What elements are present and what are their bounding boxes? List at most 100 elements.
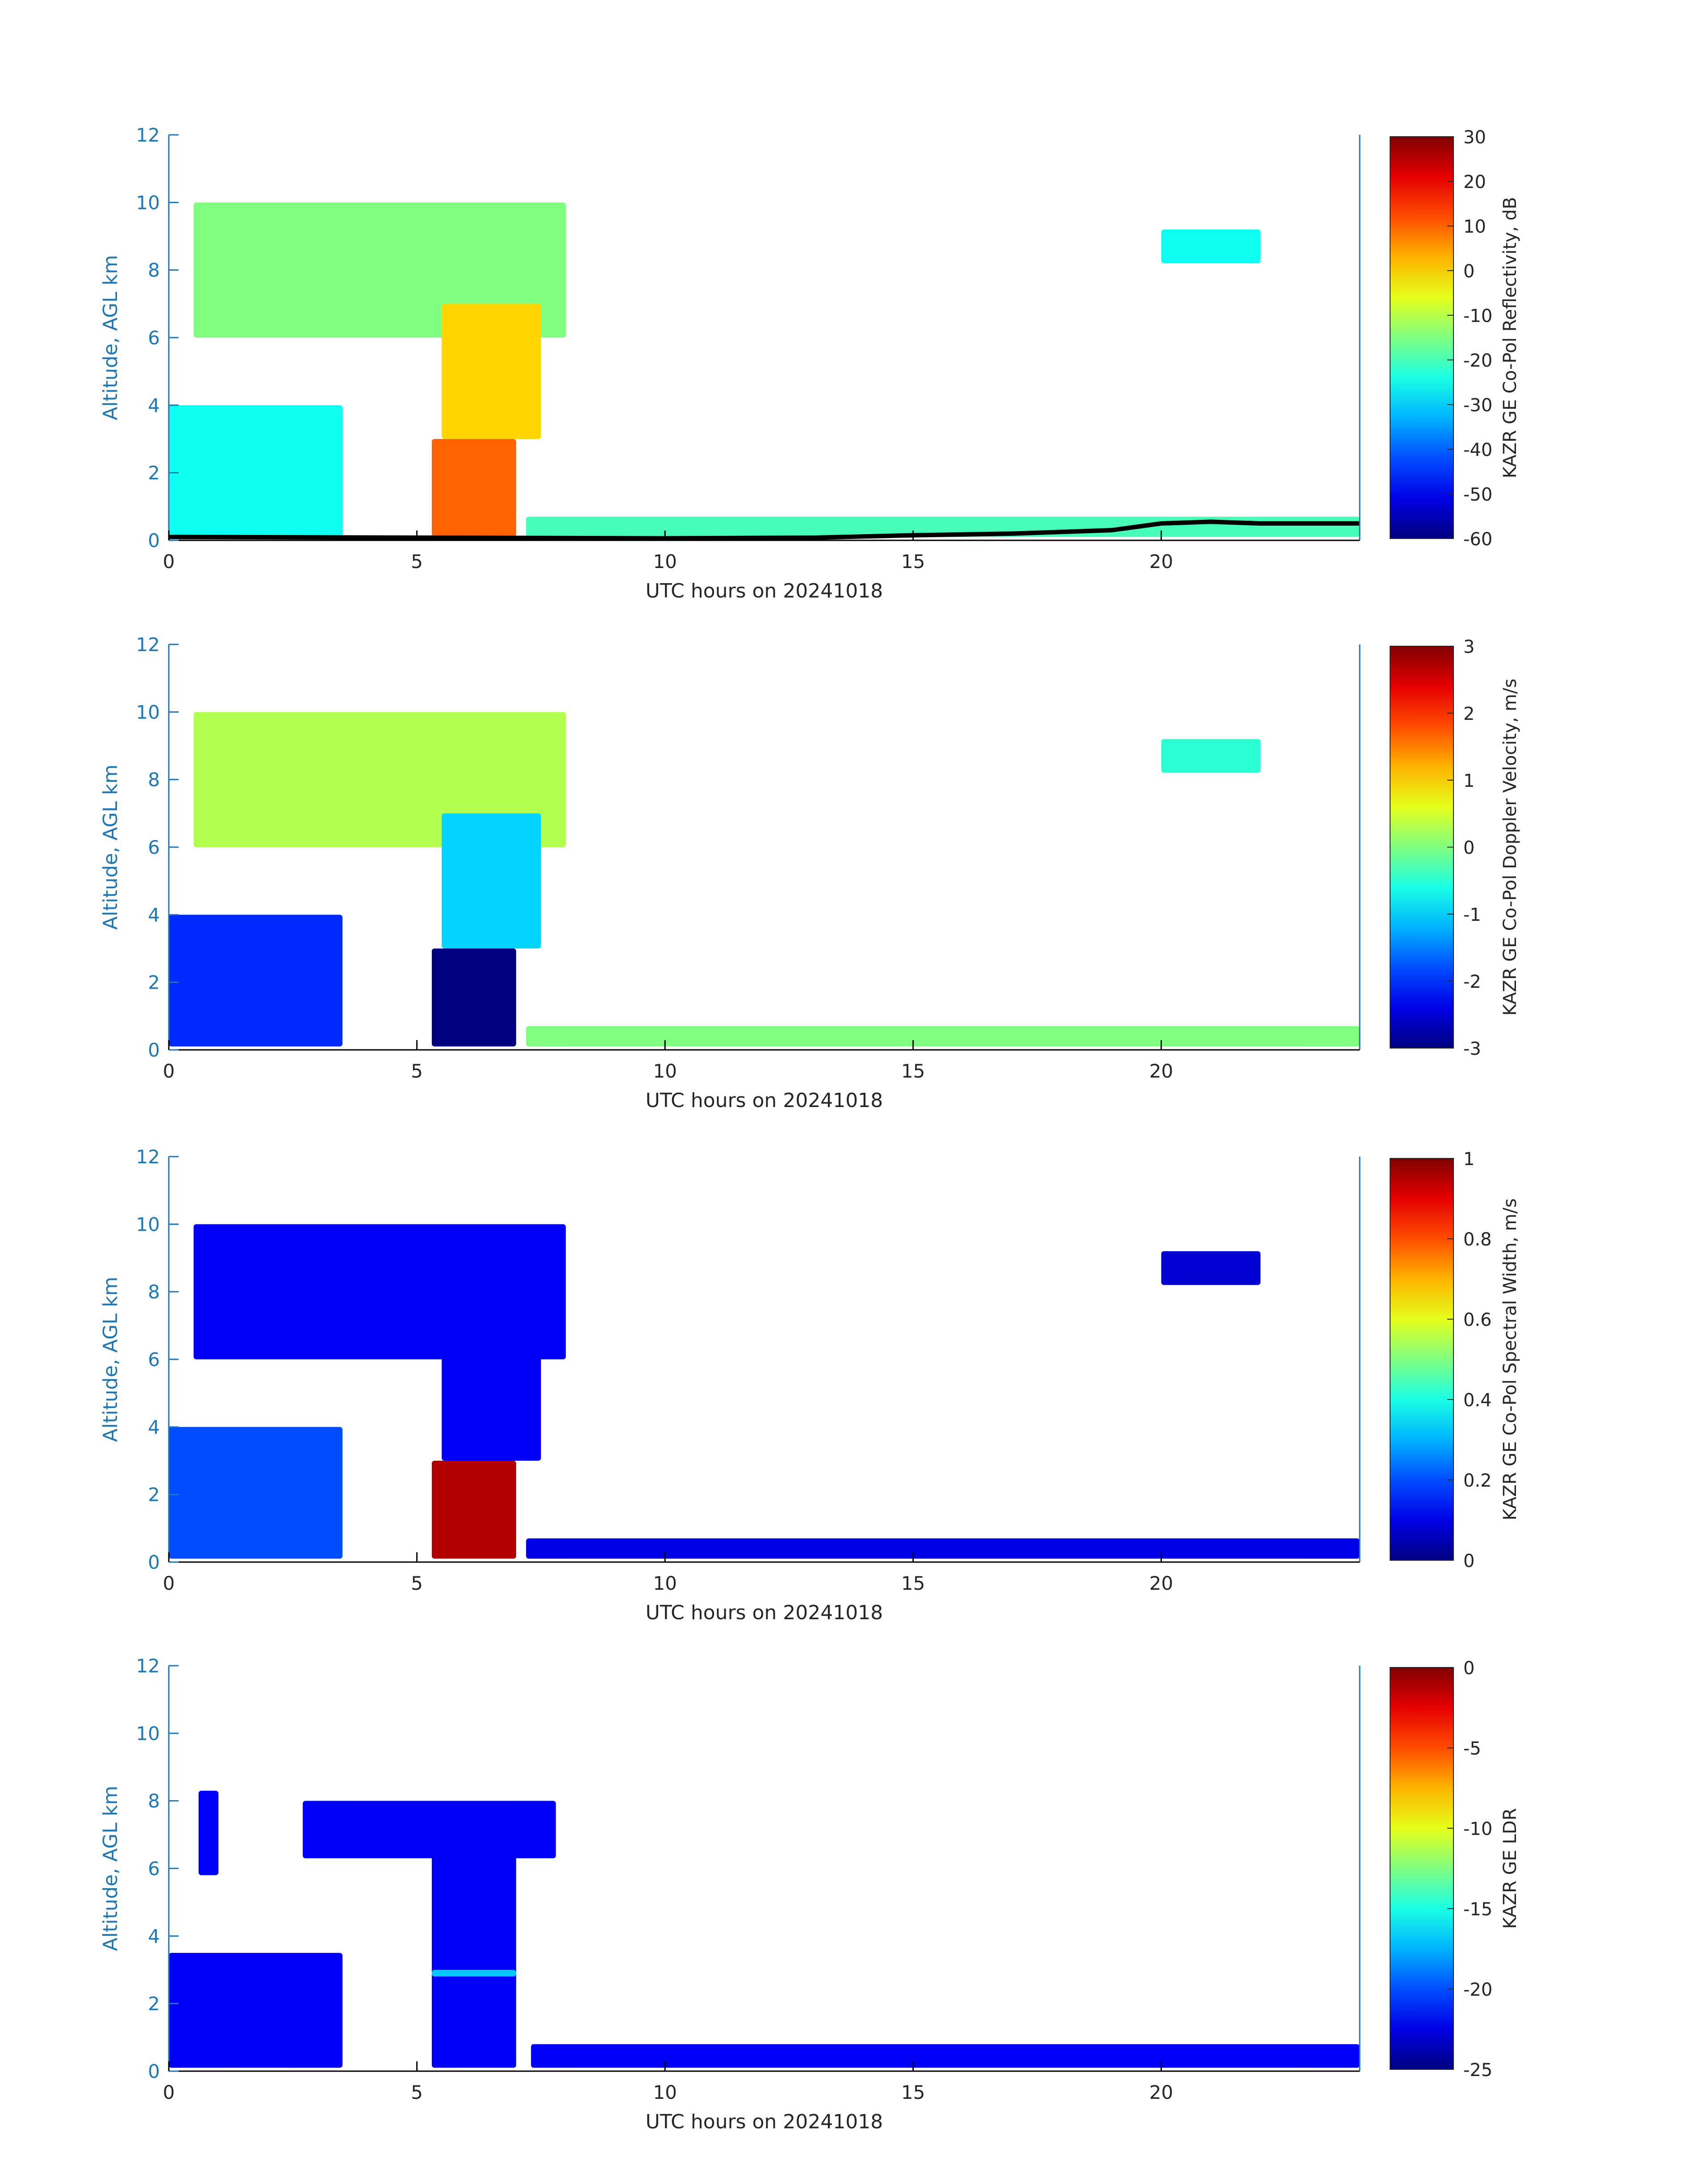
y-tick-label: 6 xyxy=(148,836,160,858)
echo-region-2 xyxy=(303,1801,556,1859)
colorbar-label: KAZR GE Co-Pol Reflectivity, dB xyxy=(1500,197,1520,478)
x-tick-label: 15 xyxy=(901,2081,925,2103)
y-tick-label: 10 xyxy=(136,1213,160,1235)
colorbar-tick-label: 1 xyxy=(1463,1149,1474,1170)
y-tick-label: 6 xyxy=(148,327,160,349)
y-tick-label: 2 xyxy=(148,462,160,484)
echo-region-3 xyxy=(442,813,541,949)
y-tick-label: 10 xyxy=(136,701,160,723)
y-tick-label: 12 xyxy=(136,1146,160,1168)
x-tick-label: 5 xyxy=(411,1572,423,1594)
y-tick-label: 2 xyxy=(148,1484,160,1506)
colorbar-label: KAZR GE LDR xyxy=(1500,1808,1520,1929)
x-tick-label: 20 xyxy=(1149,1572,1173,1594)
colorbar-tick-label: -10 xyxy=(1463,306,1492,326)
echo-region-5 xyxy=(169,1953,342,2068)
y-tick-label: 12 xyxy=(136,634,160,656)
y-tick-label: 8 xyxy=(148,769,160,791)
colorbar-label: KAZR GE Co-Pol Spectral Width, m/s xyxy=(1500,1198,1520,1520)
echo-region-6 xyxy=(1161,739,1261,773)
colorbar-tick-label: -30 xyxy=(1463,395,1492,416)
colorbar-tick-label: -10 xyxy=(1463,1819,1492,1839)
colorbar-tick-label: 0 xyxy=(1463,838,1474,858)
colorbar-tick-label: -5 xyxy=(1463,1738,1481,1759)
echo-region-3 xyxy=(442,304,541,439)
colorbar-tick-label: -3 xyxy=(1463,1039,1481,1059)
colorbar-tick-label: 0 xyxy=(1463,1551,1474,1571)
colorbar xyxy=(1390,1158,1454,1561)
echo-region-6 xyxy=(1161,1251,1261,1285)
y-tick-label: 6 xyxy=(148,1858,160,1880)
echo-region-4 xyxy=(169,915,342,1047)
echo-region-1 xyxy=(198,1790,219,1876)
colorbar-tick-label: 0.2 xyxy=(1463,1471,1492,1491)
x-tick-label: 20 xyxy=(1149,1060,1173,1082)
x-axis-label: UTC hours on 20241018 xyxy=(646,1089,883,1112)
echo-region-2 xyxy=(431,439,516,537)
colorbar-tick-label: -60 xyxy=(1463,529,1492,550)
y-axis-label: Altitude, AGL km xyxy=(99,765,122,930)
colorbar-tick-label: -15 xyxy=(1463,1899,1492,1920)
echo-region-6 xyxy=(531,2044,1360,2068)
colorbar-tick-label: -20 xyxy=(1463,351,1492,371)
x-tick-label: 0 xyxy=(163,2081,175,2103)
colorbar-tick-label: 0.8 xyxy=(1463,1229,1492,1250)
echo-region-3 xyxy=(442,1325,541,1461)
y-axis-label: Altitude, AGL km xyxy=(99,255,122,420)
y-tick-label: 0 xyxy=(148,1039,160,1061)
x-tick-label: 0 xyxy=(163,1060,175,1082)
colorbar-tick-label: 2 xyxy=(1463,704,1474,724)
x-tick-label: 10 xyxy=(653,1572,677,1594)
colorbar xyxy=(1390,1667,1454,2070)
colorbar-tick-label: 20 xyxy=(1463,172,1486,192)
echo-region-2 xyxy=(431,949,516,1047)
x-tick-label: 10 xyxy=(653,2081,677,2103)
colorbar-tick-label: 1 xyxy=(1463,771,1474,791)
colorbar-tick-label: -2 xyxy=(1463,972,1481,992)
colorbar-tick-label: -25 xyxy=(1463,2060,1492,2081)
y-tick-label: 0 xyxy=(148,1551,160,1573)
x-tick-label: 5 xyxy=(411,551,423,572)
y-tick-label: 10 xyxy=(136,192,160,213)
panel-4: 0 2 4 6 8 10 12 0 5 10 15 20 UTC hours on 20241018 Al… xyxy=(99,1655,1520,2133)
black-line-series xyxy=(168,519,1360,541)
y-tick-label: 10 xyxy=(136,1722,160,1744)
x-axis-label: UTC hours on 20241018 xyxy=(646,1601,883,1624)
echo-region-5 xyxy=(526,517,1360,537)
y-tick-label: 12 xyxy=(136,124,160,146)
x-tick-label: 20 xyxy=(1149,2081,1173,2103)
x-tick-label: 0 xyxy=(163,551,175,572)
colorbar xyxy=(1390,646,1454,1049)
y-axis-label: Altitude, AGL km xyxy=(99,1786,122,1951)
y-tick-label: 12 xyxy=(136,1655,160,1677)
x-tick-label: 15 xyxy=(901,1060,925,1082)
x-axis-label: UTC hours on 20241018 xyxy=(646,580,883,602)
echo-region-6 xyxy=(1161,229,1261,263)
x-tick-label: 5 xyxy=(411,2081,423,2103)
colorbar-tick-label: -20 xyxy=(1463,1980,1492,2000)
colorbar xyxy=(1390,136,1454,539)
y-tick-label: 0 xyxy=(148,530,160,552)
y-axis-label: Altitude, AGL km xyxy=(99,1277,122,1442)
echo-region-3 xyxy=(431,1851,516,2068)
y-tick-label: 8 xyxy=(148,259,160,281)
panel-1: 0 2 4 6 8 10 12 0 5 10 15 20 UTC hours on 20241018 Al… xyxy=(99,124,1520,602)
colorbar-tick-label: 0 xyxy=(1463,261,1474,282)
echo-region-5 xyxy=(526,1026,1360,1047)
echo-region-4 xyxy=(169,405,342,537)
x-tick-label: 10 xyxy=(653,551,677,572)
colorbar-tick-label: 0 xyxy=(1463,1658,1474,1679)
echo-region-2 xyxy=(431,1461,516,1559)
x-tick-label: 15 xyxy=(901,551,925,572)
y-tick-label: 6 xyxy=(148,1349,160,1371)
colorbar-tick-label: -50 xyxy=(1463,485,1492,505)
colorbar-tick-label: 0.6 xyxy=(1463,1310,1492,1330)
colorbar-tick-label: 30 xyxy=(1463,127,1486,148)
x-axis-label: UTC hours on 20241018 xyxy=(646,2110,883,2133)
y-tick-label: 8 xyxy=(148,1790,160,1812)
colorbar-tick-label: 0.4 xyxy=(1463,1390,1492,1411)
y-tick-label: 4 xyxy=(148,1925,160,1947)
